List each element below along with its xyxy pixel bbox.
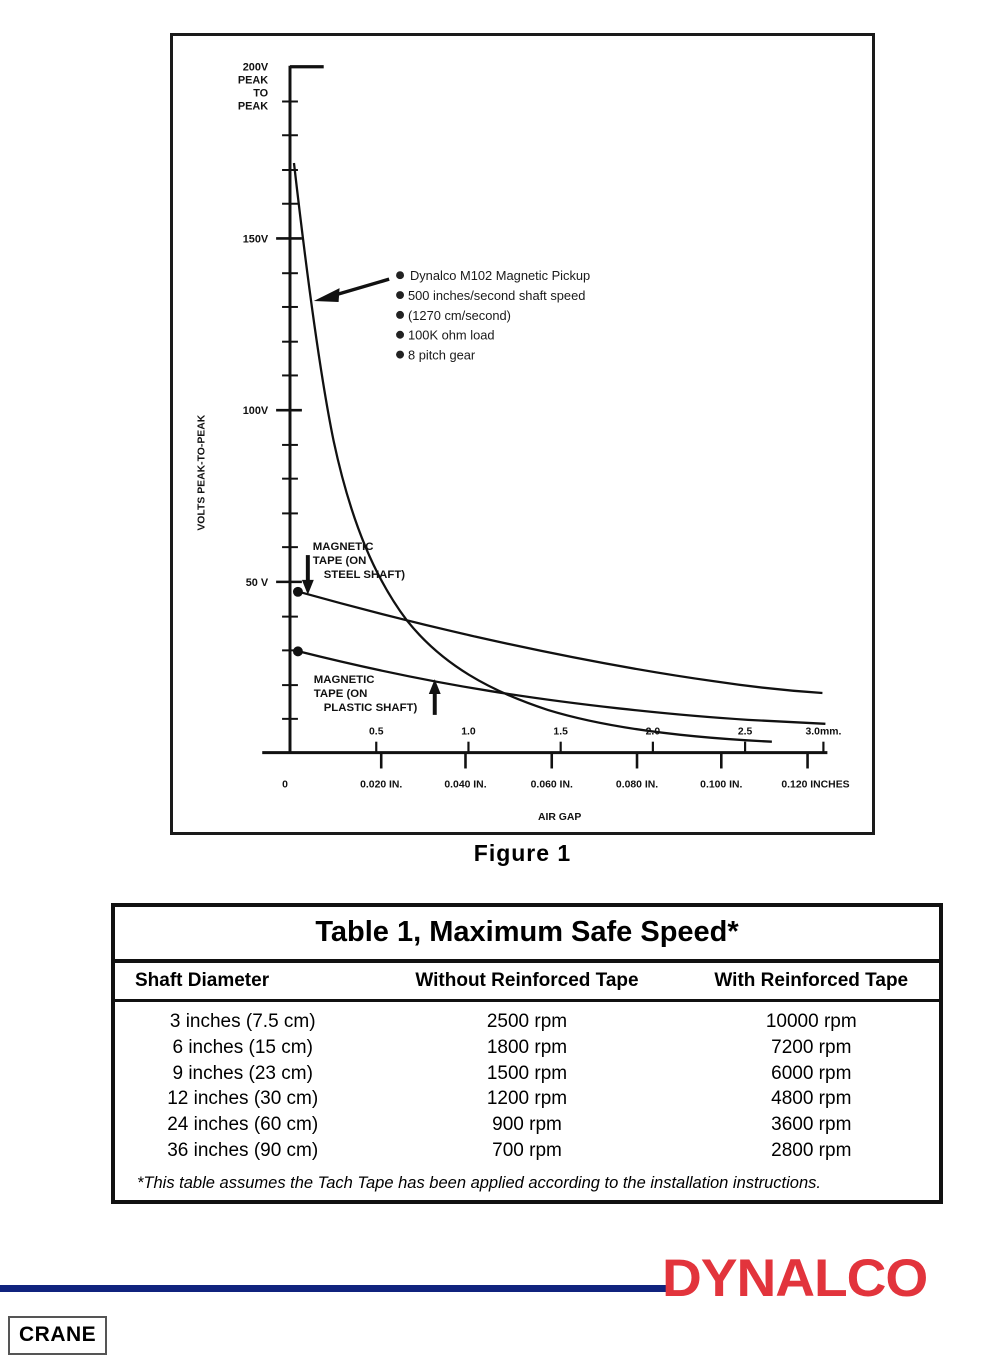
annotation-line-3: 100K ohm load [408, 328, 495, 343]
x-in-label-5: 0.100 IN. [700, 779, 742, 790]
annotation-line-0: Dynalco M102 Magnetic Pickup [410, 268, 590, 283]
air-gap-voltage-chart: 200V PEAK TO PEAK 150V 100V 50 V VOLTS P… [197, 62, 850, 823]
x-in-label-4: 0.080 IN. [616, 779, 658, 790]
x-mm-label-2: 1.5 [553, 727, 568, 738]
curve-tape-plastic-shaft [298, 650, 826, 725]
cell-with-tape: 7200 rpm [771, 1036, 852, 1058]
x-mm-label-5: 3.0mm. [805, 727, 841, 738]
cell-with-tape: 10000 rpm [765, 1011, 857, 1032]
cell-with-tape: 6000 rpm [771, 1062, 852, 1084]
marker-plastic-shaft-start [292, 646, 303, 657]
x-mm-label-1: 1.0 [461, 727, 476, 738]
cell-shaft-diameter: 3 inches (7.5 cm) [169, 1011, 316, 1032]
bullet-dot-3 [396, 330, 405, 339]
x-ticks-mm [375, 741, 825, 753]
footer-rule [0, 1285, 670, 1292]
marker-steel-shaft-start [292, 586, 303, 597]
cell-without-tape: 1500 rpm [486, 1062, 568, 1084]
plastic-label-line-1: TAPE (ON [314, 688, 368, 700]
x-axis-title: AIR GAP [538, 812, 581, 823]
plastic-label-line-2: PLASTIC SHAFT) [324, 702, 418, 714]
table-header-without-reinforced-tape: Without Reinforced Tape [415, 970, 639, 991]
table-row: 36 inches (90 cm) 700 rpm 2800 rpm [115, 1138, 939, 1164]
cell-shaft-diameter: 9 inches (23 cm) [172, 1062, 313, 1084]
table-header-row: Shaft Diameter Without Reinforced Tape W… [115, 963, 939, 1002]
bullet-dot-0 [396, 271, 405, 280]
cell-without-tape: 700 rpm [492, 1140, 562, 1162]
bullet-dot-4 [396, 350, 405, 359]
x-in-label-1: 0.020 IN. [360, 779, 402, 790]
table-header-with-reinforced-tape: With Reinforced Tape [714, 970, 909, 991]
table-title: Table 1, Maximum Safe Speed* [115, 907, 939, 963]
y-label-200v-line4: PEAK [238, 100, 268, 112]
table-header-shaft-diameter: Shaft Diameter [135, 970, 270, 991]
cell-shaft-diameter: 6 inches (15 cm) [172, 1036, 313, 1058]
y-label-200v-line2: PEAK [238, 75, 268, 87]
y-label-100v: 100V [243, 405, 269, 417]
cell-without-tape: 1200 rpm [486, 1088, 568, 1110]
cell-shaft-diameter: 24 inches (60 cm) [167, 1114, 319, 1136]
cell-with-tape: 4800 rpm [771, 1088, 852, 1110]
cell-with-tape: 2800 rpm [771, 1140, 852, 1162]
plastic-arrow-icon [428, 679, 441, 715]
table-row: 24 inches (60 cm) 900 rpm 3600 rpm [115, 1112, 939, 1138]
label-tape-steel-shaft: MAGNETIC TAPE (ON STEEL SHAFT) [301, 541, 406, 595]
steel-arrow-icon [301, 555, 314, 595]
table-row: 12 inches (30 cm) 1200 rpm 4800 rpm [115, 1086, 939, 1112]
annotation-line-2: (1270 cm/second) [408, 308, 511, 323]
y-label-50v: 50 V [246, 577, 269, 589]
steel-label-line-1: TAPE (ON [313, 555, 367, 567]
bullet-dot-2 [396, 310, 405, 319]
cell-with-tape: 3600 rpm [771, 1114, 852, 1136]
y-label-200v-line1: 200V [243, 62, 269, 74]
plastic-label-line-0: MAGNETIC [314, 674, 375, 686]
max-safe-speed-table: Table 1, Maximum Safe Speed* Shaft Diame… [111, 903, 943, 1204]
cell-without-tape: 1800 rpm [486, 1036, 568, 1058]
y-label-200v-line3: TO [253, 88, 268, 100]
label-tape-plastic-shaft: MAGNETIC TAPE (ON PLASTIC SHAFT) [314, 674, 441, 715]
crane-logo: CRANE [8, 1316, 108, 1355]
dynalco-logo: DYNALCO [662, 1249, 928, 1308]
y-minor-ticks [282, 100, 298, 720]
table-row: 9 inches (23 cm) 1500 rpm 6000 rpm [115, 1061, 939, 1087]
y-label-150v: 150V [243, 233, 269, 245]
cell-shaft-diameter: 12 inches (30 cm) [167, 1088, 319, 1110]
cell-without-tape: 2500 rpm [486, 1011, 568, 1032]
x-mm-label-4: 2.5 [738, 727, 753, 738]
annotation-arrow [313, 277, 390, 302]
x-in-label-3: 0.060 IN. [531, 779, 573, 790]
figure-caption: Figure 1 [473, 840, 572, 866]
figure-panel: 200V PEAK TO PEAK 150V 100V 50 V VOLTS P… [170, 33, 875, 835]
annotation-line-4: 8 pitch gear [408, 348, 476, 363]
annotation-line-1: 500 inches/second shaft speed [408, 288, 585, 303]
curve-tape-steel-shaft [298, 590, 823, 695]
steel-label-line-0: MAGNETIC [313, 541, 374, 553]
x-in-label-2: 0.040 IN. [444, 779, 486, 790]
y-axis-title: VOLTS PEAK-TO-PEAK [197, 414, 208, 530]
table-footnote: *This table assumes the Tach Tape has be… [115, 1167, 939, 1200]
steel-label-line-2: STEEL SHAFT) [324, 569, 406, 581]
cell-without-tape: 900 rpm [492, 1114, 562, 1136]
annotation-bullets: Dynalco M102 Magnetic Pickup 500 inches/… [396, 268, 590, 363]
x-in-label-0: 0 [282, 779, 288, 790]
x-in-label-6: 0.120 INCHES [781, 779, 849, 790]
x-ticks-inches [379, 752, 809, 769]
table-row: 3 inches (7.5 cm) 2500 rpm 10000 rpm [115, 1009, 939, 1035]
curve-magnetic-pickup [292, 162, 772, 743]
table-row: 6 inches (15 cm) 1800 rpm 7200 rpm [115, 1035, 939, 1061]
table-body: 3 inches (7.5 cm) 2500 rpm 10000 rpm 6 i… [115, 1002, 939, 1168]
x-mm-label-0: 0.5 [369, 727, 384, 738]
bullet-dot-1 [396, 291, 405, 300]
cell-shaft-diameter: 36 inches (90 cm) [167, 1140, 319, 1162]
